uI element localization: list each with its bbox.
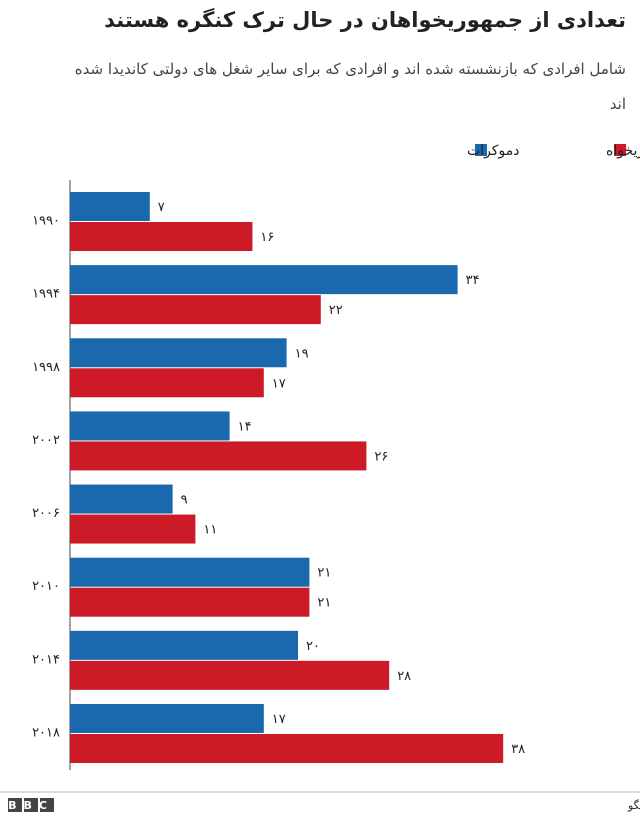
value-label: ۱۹ [295, 346, 309, 361]
logo-box [40, 798, 54, 812]
bar [70, 733, 504, 763]
y-tick-label: ۲۰۱۸ [32, 725, 60, 740]
value-label: ۷ [158, 200, 165, 215]
value-label: ۲۰ [306, 639, 320, 654]
bar [70, 295, 321, 325]
legend-swatch [614, 144, 626, 156]
legend-label: جمهوریخواه [606, 143, 640, 159]
bar [70, 703, 264, 733]
value-label: ۳۸ [511, 742, 525, 757]
value-label: ۹ [181, 493, 188, 508]
value-label: ۱۷ [272, 376, 286, 391]
value-label: ۳۴ [466, 273, 480, 288]
legend-label: دموکرات [467, 143, 519, 159]
y-tick-label: ۲۰۱۴ [32, 652, 60, 667]
bar [70, 368, 264, 398]
bar [70, 484, 173, 514]
y-tick-label: ۱۹۹۴ [32, 287, 60, 302]
y-tick-label: ۱۹۹۰ [32, 214, 60, 229]
bar [70, 338, 287, 368]
value-label: ۲۲ [329, 303, 343, 318]
bar [70, 514, 196, 544]
source: منبع: مرکز سیاست پاسخگو [627, 799, 640, 812]
bar [70, 557, 310, 587]
logo-box [8, 798, 22, 812]
bar [70, 265, 458, 295]
bar [70, 587, 310, 617]
chart-subtitle: شامل افرادی که بازنشسته شده اند و افرادی… [74, 60, 626, 113]
value-label: ۲۸ [397, 669, 411, 684]
y-tick-label: ۲۰۰۶ [32, 506, 60, 521]
value-label: ۱۴ [238, 419, 252, 434]
bar [70, 630, 298, 660]
bar [70, 411, 230, 441]
value-label: ۲۱ [317, 566, 331, 581]
logo-box [24, 798, 38, 812]
chart-title: تعدادی از جمهوریخواهان در حال ترک کنگره … [104, 8, 626, 32]
value-label: ۱۱ [203, 523, 217, 538]
bar [70, 222, 253, 251]
value-label: ۱۶ [260, 230, 274, 245]
logo: BBC [8, 799, 54, 812]
bar [70, 660, 390, 690]
value-label: ۲۶ [374, 449, 388, 464]
y-tick-label: ۲۰۰۲ [32, 433, 60, 448]
bar [70, 192, 150, 221]
value-label: ۱۷ [272, 712, 286, 727]
bar [70, 441, 367, 471]
y-tick-label: ۱۹۹۸ [32, 360, 60, 375]
y-tick-label: ۲۰۱۰ [32, 579, 60, 594]
legend-swatch [475, 144, 487, 156]
value-label: ۲۱ [317, 596, 331, 611]
